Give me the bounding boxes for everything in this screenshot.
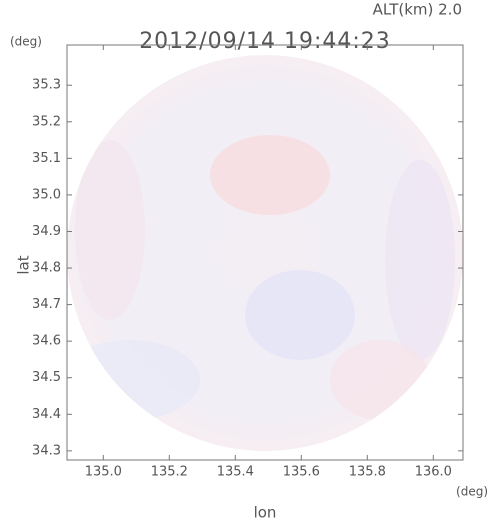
x-tick-label: 135.6 [283,465,320,480]
y-unit: (deg) [10,35,42,49]
x-tick-label: 135.4 [217,465,254,480]
y-tick-label: 34.4 [32,407,61,422]
x-unit: (deg) [456,485,488,499]
altitude: ALT(km) 2.0 [373,1,462,19]
x-tick-label: 136.0 [415,465,452,480]
y-tick-label: 35.0 [32,187,61,202]
y-tick-label: 34.3 [32,443,61,458]
chart-title: 2012/09/14 19:44:23 [139,29,391,54]
y-tick-label: 34.8 [32,261,61,276]
y-tick-label: 34.6 [32,334,61,349]
x-axis-label: lon [254,504,277,522]
x-tick-label: 135.2 [151,465,188,480]
y-tick-label: 35.3 [32,78,61,93]
y-axis-label: lat [15,255,33,274]
y-tick-label: 35.2 [32,114,61,129]
radar-image [67,55,463,451]
y-tick-label: 34.9 [32,224,61,239]
plot-frame [66,44,464,461]
y-tick-label: 35.1 [32,151,61,166]
y-tick-label: 34.7 [32,297,61,312]
x-tick-label: 135.0 [85,465,122,480]
y-tick-label: 34.5 [32,370,61,385]
x-tick-label: 135.8 [349,465,386,480]
